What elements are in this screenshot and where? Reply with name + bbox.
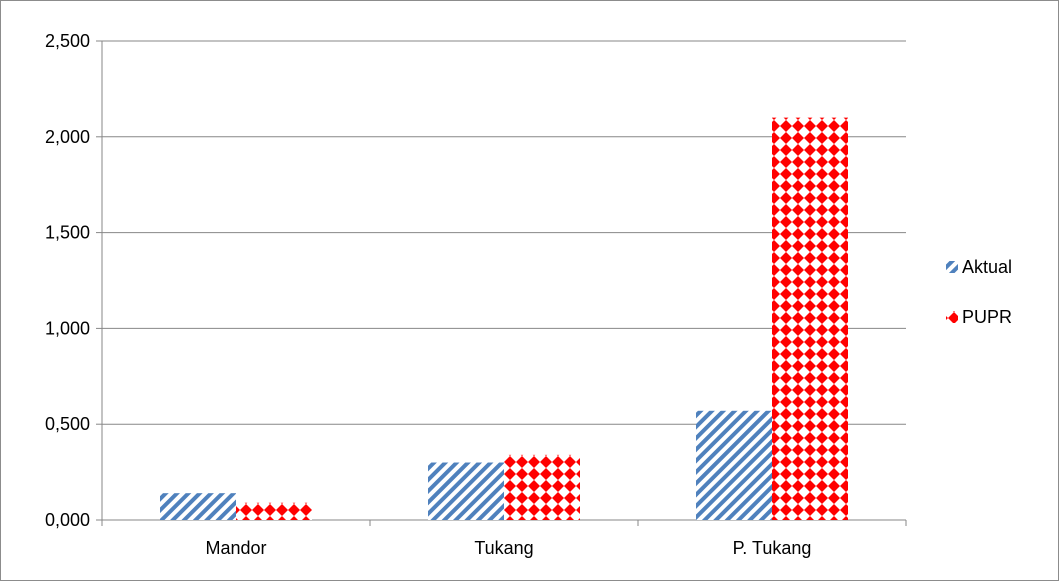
legend-swatch [946,261,958,273]
bar-aktual-p-tukang [696,410,772,520]
y-tick-label: 2,000 [45,127,90,147]
y-tick-label: 1,500 [45,223,90,243]
x-tick-label: P. Tukang [733,538,812,558]
y-tick-labels: 0,000 0,500 1,000 1,500 2,000 2,500 [45,31,90,530]
y-tick-label: 2,500 [45,31,90,51]
bars [160,117,848,520]
legend: Aktual PUPR [946,257,1012,327]
y-tick-label: 0,000 [45,510,90,530]
bar-aktual-mandor [160,493,236,520]
bar-aktual-tukang [428,462,504,520]
bar-pupr-p-tukang [772,117,848,520]
legend-label: Aktual [962,257,1012,277]
legend-swatch [946,311,958,323]
x-tick-label: Mandor [205,538,266,558]
y-tick-label: 1,000 [45,318,90,338]
x-tick-label: Tukang [474,538,533,558]
bar-pupr-tukang [504,454,580,520]
x-tick-labels: Mandor Tukang P. Tukang [205,538,811,558]
bar-pupr-mandor [236,502,312,520]
legend-label: PUPR [962,307,1012,327]
y-tick-label: 0,500 [45,414,90,434]
